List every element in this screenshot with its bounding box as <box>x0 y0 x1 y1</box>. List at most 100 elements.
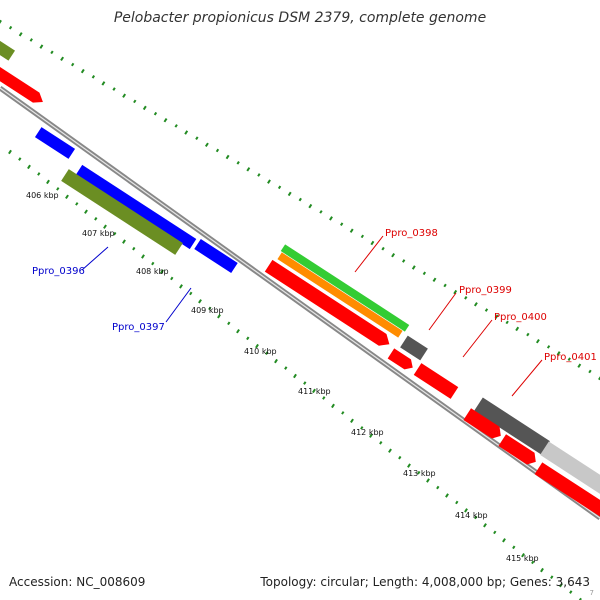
scale-dot-outer <box>80 68 85 74</box>
scale-tick-label: 411 kbp <box>298 387 331 396</box>
scale-dot-inner <box>236 328 240 334</box>
map-title: Pelobacter propionicus DSM 2379, complet… <box>113 10 487 26</box>
scale-dot-inner <box>417 470 421 475</box>
scale-dot-outer <box>215 148 220 153</box>
scale-dot-outer <box>349 228 354 233</box>
scale-dot-inner <box>445 493 449 498</box>
scale-dot-outer <box>556 351 561 356</box>
scale-dot-inner <box>379 440 383 445</box>
scale-dot-inner <box>198 299 202 304</box>
scale-dot-outer <box>8 25 13 30</box>
scale-dot-inner <box>521 552 525 558</box>
scale-tick-label: 410 kbp <box>244 347 277 356</box>
scale-dot-outer <box>329 216 333 221</box>
scale-dot-inner <box>540 567 544 573</box>
gene-feature-olive-partial[interactable] <box>0 32 16 61</box>
gene-features <box>0 32 600 518</box>
gene-feature-blue-small[interactable] <box>34 127 76 159</box>
callout-line-ppro-0400 <box>462 319 493 358</box>
gene-label-ppro-0401[interactable]: Ppro_0401 <box>544 352 597 363</box>
scale-dot-inner <box>559 582 563 588</box>
scale-dot-outer <box>535 338 540 344</box>
scale-dot-inner <box>65 194 69 200</box>
gene-label-ppro-0396[interactable]: Ppro_0396 <box>32 266 85 277</box>
scale-dot-outer <box>246 167 251 172</box>
scale-dot-inner <box>331 403 335 409</box>
scale-dot-inner <box>407 463 411 468</box>
gene-feature-blue-ppro-0397[interactable] <box>75 164 197 250</box>
scale-dot-outer <box>277 185 282 190</box>
scale-dot-inner <box>303 381 307 385</box>
scale-dot-outer <box>184 130 189 135</box>
scale-dot-outer <box>153 111 158 116</box>
gene-feature-gray-ppro-0399[interactable] <box>400 335 428 361</box>
scale-dot-outer <box>195 136 199 140</box>
scale-dot-outer <box>204 142 209 148</box>
gene-label-ppro-0400[interactable]: Ppro_0400 <box>494 312 547 323</box>
gene-feature-red-ppro-0398[interactable] <box>264 259 393 350</box>
scale-tick-label: 412 kbp <box>351 428 384 437</box>
gene-feature-lightgray[interactable] <box>540 441 600 499</box>
callout-line-ppro-0399 <box>428 292 457 331</box>
scale-dot-outer <box>142 105 147 111</box>
scale-dot-inner <box>474 515 478 520</box>
scale-dot-inner <box>113 231 117 236</box>
gene-feature-olive-ppro-0396[interactable] <box>61 169 183 255</box>
gene-label-ppro-0399[interactable]: Ppro_0399 <box>459 285 512 296</box>
scale-dot-inner <box>151 261 155 266</box>
callout-line-ppro-0396 <box>81 246 109 271</box>
gene-feature-red-ppro-0400[interactable] <box>413 363 459 399</box>
scale-dot-outer <box>60 56 65 62</box>
scale-dot-inner <box>208 306 212 311</box>
scale-dot-inner <box>189 291 193 296</box>
gene-feature-red-partial[interactable] <box>0 65 46 107</box>
scale-dot-outer <box>381 246 385 251</box>
scale-tick-label: 408 kbp <box>136 267 169 276</box>
scale-dot-outer <box>588 369 592 374</box>
scale-dot-inner <box>179 284 183 289</box>
scale-dot-inner <box>46 179 50 185</box>
scale-tick-label: 409 kbp <box>191 306 224 315</box>
scale-tick-label: 415 kbp <box>506 554 539 563</box>
scale-dot-inner <box>27 164 31 170</box>
scale-dot-inner <box>312 388 316 394</box>
scale-dot-inner <box>369 433 373 438</box>
scale-dot-outer <box>29 38 33 42</box>
scale-dot-inner <box>569 590 573 594</box>
scale-dot-inner <box>122 239 126 244</box>
scale-dot-inner <box>132 246 136 251</box>
scale-dot-inner <box>464 508 468 513</box>
scale-dot-outer <box>71 62 75 67</box>
callout-line-ppro-0397 <box>165 287 192 323</box>
scale-dot-inner <box>18 157 22 161</box>
scale-dot-outer <box>308 203 313 209</box>
scale-dot-inner <box>284 366 288 370</box>
scale-dot-inner <box>502 538 506 543</box>
callout-line-ppro-0401 <box>511 359 543 397</box>
gene-feature-gray-ppro-0401[interactable] <box>474 397 550 455</box>
scale-dot-outer <box>443 283 447 288</box>
gene-label-ppro-0397[interactable]: Ppro_0397 <box>112 322 165 333</box>
scale-dot-inner <box>160 269 164 274</box>
scale-dot-inner <box>8 149 12 155</box>
gene-feature-orange[interactable] <box>277 252 403 338</box>
gene-label-ppro-0398[interactable]: Ppro_0398 <box>385 228 438 239</box>
scale-dot-outer <box>411 265 416 270</box>
gene-feature-red-lower-3[interactable] <box>534 462 600 518</box>
scale-dot-outer <box>567 357 571 361</box>
scale-dot-outer <box>391 252 396 258</box>
scale-tick-labels: 406 kbp 407 kbp 408 kbp 409 kbp 410 kbp … <box>26 191 539 563</box>
gene-feature-red-small[interactable] <box>387 348 416 372</box>
gene-feature-red-lower-2[interactable] <box>498 434 539 468</box>
gene-feature-red-lower-1[interactable] <box>463 408 504 442</box>
scale-dot-inner <box>217 314 221 319</box>
scale-dot-outer <box>225 154 230 160</box>
scale-dot-outer <box>257 173 261 177</box>
scale-dot-inner <box>483 523 487 528</box>
gene-feature-green[interactable] <box>280 244 410 332</box>
gene-feature-blue-right[interactable] <box>194 238 238 274</box>
scale-dot-outer <box>287 191 292 197</box>
scale-dot-outer <box>360 234 365 239</box>
